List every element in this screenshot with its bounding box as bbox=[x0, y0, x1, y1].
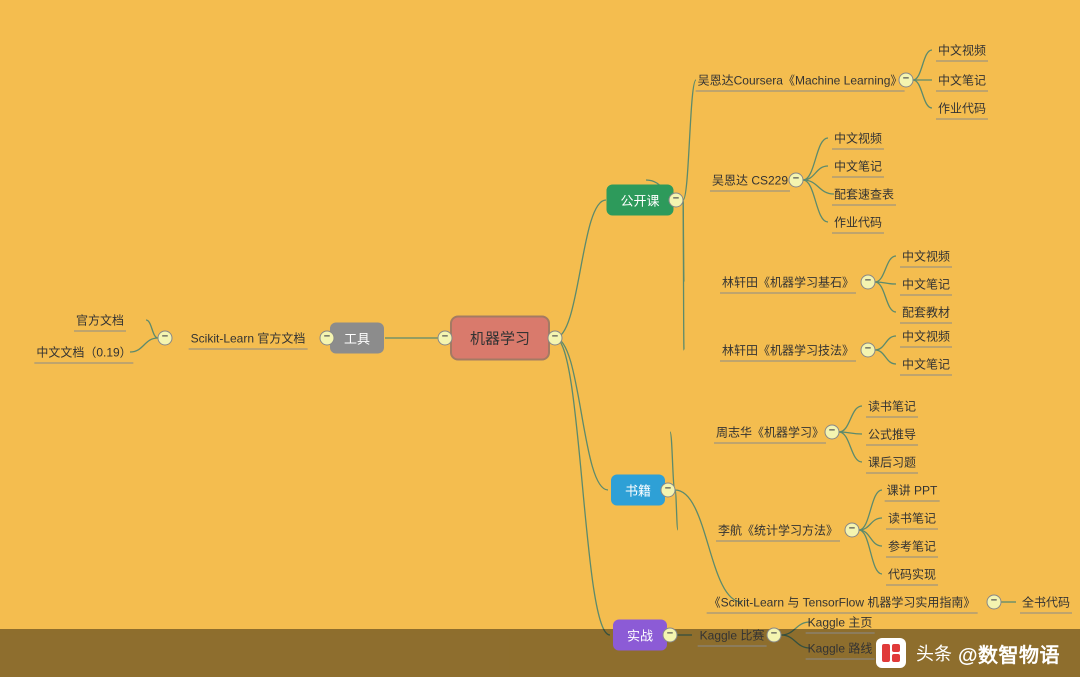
books-item-1-leaf-3[interactable]: 代码实现 bbox=[888, 566, 936, 583]
root-collapse-left[interactable]: − bbox=[438, 331, 453, 346]
courses-item-3-leaf-0[interactable]: 中文视频 bbox=[902, 328, 950, 345]
tools-scikit-collapse[interactable]: − bbox=[158, 331, 173, 346]
root-node[interactable]: 机器学习 bbox=[450, 316, 550, 361]
books-item-0-leaf-1[interactable]: 公式推导 bbox=[868, 426, 916, 443]
courses-item-0-leaf-0[interactable]: 中文视频 bbox=[938, 42, 986, 59]
branch-courses-collapse[interactable]: − bbox=[669, 193, 684, 208]
practice-item-0[interactable]: Kaggle 比赛 bbox=[700, 627, 765, 644]
courses-item-0-leaf-2[interactable]: 作业代码 bbox=[938, 100, 986, 117]
courses-item-1-leaf-2[interactable]: 配套速查表 bbox=[834, 186, 894, 203]
courses-item-0-collapse[interactable]: − bbox=[899, 73, 914, 88]
books-item-1[interactable]: 李航《统计学习方法》 bbox=[718, 522, 838, 539]
courses-item-2-leaf-2[interactable]: 配套教材 bbox=[902, 304, 950, 321]
branch-practice-collapse[interactable]: − bbox=[663, 628, 678, 643]
branch-books[interactable]: 书籍 bbox=[611, 475, 665, 506]
courses-item-0-leaf-1[interactable]: 中文笔记 bbox=[938, 72, 986, 89]
branch-tools-collapse[interactable]: − bbox=[320, 331, 335, 346]
courses-item-1[interactable]: 吴恩达 CS229 bbox=[712, 172, 788, 189]
courses-item-0[interactable]: 吴恩达Coursera《Machine Learning》 bbox=[698, 72, 903, 89]
courses-item-2-leaf-0[interactable]: 中文视频 bbox=[902, 248, 950, 265]
root-collapse-right[interactable]: − bbox=[548, 331, 563, 346]
courses-item-1-leaf-1[interactable]: 中文笔记 bbox=[834, 158, 882, 175]
books-item-1-leaf-2[interactable]: 参考笔记 bbox=[888, 538, 936, 555]
branch-courses[interactable]: 公开课 bbox=[606, 185, 673, 216]
watermark-prefix: 头条 bbox=[916, 640, 952, 666]
books-item-1-collapse[interactable]: − bbox=[845, 523, 860, 538]
books-item-2[interactable]: 《Scikit-Learn 与 TensorFlow 机器学习实用指南》 bbox=[709, 594, 976, 611]
tools-leaf-0[interactable]: 官方文档 bbox=[76, 312, 124, 329]
branch-tools[interactable]: 工具 bbox=[330, 323, 384, 354]
books-item-0-leaf-2[interactable]: 课后习题 bbox=[868, 454, 916, 471]
watermark-logo bbox=[876, 638, 906, 668]
courses-item-3[interactable]: 林轩田《机器学习技法》 bbox=[722, 342, 854, 359]
courses-item-2[interactable]: 林轩田《机器学习基石》 bbox=[722, 274, 854, 291]
tools-scikit[interactable]: Scikit-Learn 官方文档 bbox=[191, 330, 306, 347]
practice-item-0-collapse[interactable]: − bbox=[767, 628, 782, 643]
books-item-1-leaf-1[interactable]: 读书笔记 bbox=[888, 510, 936, 527]
books-item-1-leaf-0[interactable]: 课讲 PPT bbox=[887, 482, 938, 499]
courses-item-1-collapse[interactable]: − bbox=[789, 173, 804, 188]
books-item-2-leaf-0[interactable]: 全书代码 bbox=[1022, 594, 1070, 611]
books-item-0-collapse[interactable]: − bbox=[825, 425, 840, 440]
watermark-text: @数智物语 bbox=[958, 639, 1060, 668]
branch-books-collapse[interactable]: − bbox=[661, 483, 676, 498]
courses-item-2-collapse[interactable]: − bbox=[861, 275, 876, 290]
courses-item-1-leaf-0[interactable]: 中文视频 bbox=[834, 130, 882, 147]
practice-item-0-leaf-1[interactable]: Kaggle 路线 bbox=[808, 640, 873, 657]
practice-item-0-leaf-0[interactable]: Kaggle 主页 bbox=[808, 614, 873, 631]
courses-item-2-leaf-1[interactable]: 中文笔记 bbox=[902, 276, 950, 293]
books-item-0[interactable]: 周志华《机器学习》 bbox=[716, 424, 824, 441]
courses-item-1-leaf-3[interactable]: 作业代码 bbox=[834, 214, 882, 231]
courses-item-3-leaf-1[interactable]: 中文笔记 bbox=[902, 356, 950, 373]
courses-item-3-collapse[interactable]: − bbox=[861, 343, 876, 358]
watermark-strip: 头条 @数智物语 bbox=[0, 629, 1080, 677]
tools-leaf-1[interactable]: 中文文档（0.19） bbox=[36, 344, 131, 361]
branch-practice[interactable]: 实战 bbox=[613, 620, 667, 651]
books-item-2-collapse[interactable]: − bbox=[987, 595, 1002, 610]
books-item-0-leaf-0[interactable]: 读书笔记 bbox=[868, 398, 916, 415]
